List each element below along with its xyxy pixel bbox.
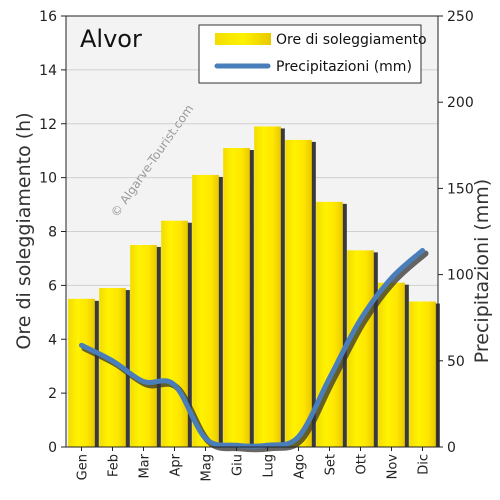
y-tick-label-8: 16 (39, 9, 57, 25)
bar-mag (192, 174, 219, 447)
x-tick-label-mar: Mar (138, 453, 153, 478)
x-axis-ticks: Gen Feb Mar Apr Mag Giu Lug Ago Set Ott Nov Dic (76, 447, 432, 481)
bar-apr (161, 220, 188, 447)
y2-tick-label-5: 250 (447, 9, 474, 25)
y-tick-label-1: 2 (48, 386, 57, 402)
x-tick-label-ago: Ago (293, 454, 308, 479)
chart-title: Alvor (80, 25, 142, 53)
bar-nov (378, 282, 405, 447)
y2-tick-label-2: 100 (447, 268, 474, 284)
x-tick-label-nov: Nov (386, 454, 401, 480)
x-tick-label-set: Set (324, 454, 339, 475)
legend: Ore di soleggiamento Precipitazioni (mm) (198, 24, 427, 84)
y2-tick-label-0: 0 (447, 440, 456, 456)
y2-axis-label: Precipitazioni (mm) (471, 179, 493, 363)
legend-swatch-sunshine (215, 33, 271, 45)
y-tick-label-0: 0 (48, 440, 57, 456)
x-tick-label-apr: Apr (169, 453, 184, 476)
bar-giu (223, 147, 250, 447)
y2-tick-label-4: 200 (447, 95, 474, 111)
y-tick-label-5: 10 (39, 171, 57, 187)
x-tick-label-mag: Mag (200, 454, 215, 481)
y2-tick-label-3: 150 (447, 181, 474, 197)
y-axis-label: Ore di soleggiamento (h) (13, 112, 35, 349)
y-tick-label-6: 12 (39, 117, 57, 133)
precipitation-line (79, 247, 429, 453)
x-tick-label-giu: Giu (231, 454, 246, 476)
left-axis-ticks: 0 2 4 6 8 10 12 14 16 (39, 9, 66, 456)
x-tick-label-dic: Dic (417, 454, 432, 475)
bar-lug (254, 126, 281, 447)
x-tick-label-ott: Ott (355, 454, 370, 474)
bar-ago (285, 139, 312, 447)
right-axis-ticks: 0 50 100 150 200 250 (438, 9, 474, 456)
x-tick-label-gen: Gen (76, 454, 91, 480)
sunshine-bars (68, 126, 440, 447)
y2-tick-label-1: 50 (447, 354, 465, 370)
y-tick-label-7: 14 (39, 63, 57, 79)
x-tick-label-lug: Lug (262, 454, 277, 478)
legend-label-sunshine: Ore di soleggiamento (276, 32, 427, 48)
x-tick-label-feb: Feb (107, 454, 122, 477)
bar-mar (130, 244, 157, 447)
bar-dic (409, 301, 436, 447)
legend-label-precipitation: Precipitazioni (mm) (276, 59, 412, 75)
y-tick-label-2: 4 (48, 332, 57, 348)
bar-gen (68, 298, 95, 447)
y-tick-label-4: 8 (48, 225, 57, 241)
precipitation-line-path (79, 247, 425, 449)
y-tick-label-3: 6 (48, 278, 57, 294)
